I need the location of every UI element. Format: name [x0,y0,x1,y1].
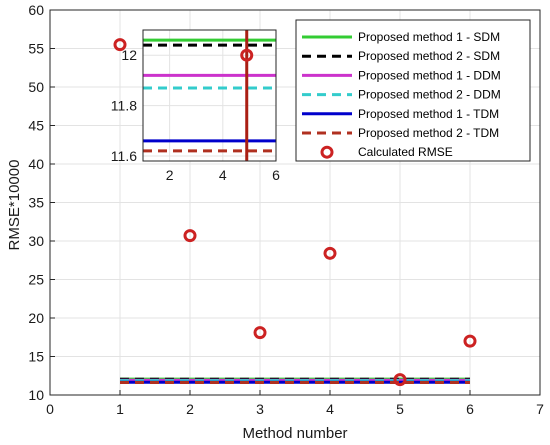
inset-rmse-point [240,48,254,62]
plot-frame [49,9,541,396]
inset-y-tick-label: 11.8 [111,98,137,114]
legend-label: Proposed method 1 - DDM [358,68,501,82]
y-tick-labels: 10 15 20 25 30 35 40 45 50 55 60 [28,2,44,403]
x-tick-label: 0 [46,401,54,417]
legend-point-swatch [320,145,334,159]
rmse-point [323,246,337,260]
x-tick-labels: 0 1 2 3 4 5 6 7 [46,401,544,417]
inset-y-tick-label: 12 [121,47,137,63]
rmse-point [393,373,407,387]
legend: Proposed method 1 - SDM Proposed method 2… [295,19,531,162]
y-tick-label: 50 [28,79,44,95]
y-axis-label: RMSE*10000 [6,160,23,251]
rmse-point [113,38,127,52]
y-tick-label: 35 [28,195,44,211]
inset-x-tick-labels: 2 4 6 [166,167,280,183]
y-tick-label: 45 [28,118,44,134]
x-tick-label: 6 [466,401,474,417]
legend-label: Proposed method 2 - TDM [358,126,499,140]
inset-frame [142,29,277,162]
rmse-point [183,229,197,243]
x-tick-label: 1 [116,401,124,417]
inset-background [143,30,276,161]
legend-label: Proposed method 1 - TDM [358,107,499,121]
inset-x-tick-label: 2 [166,167,174,183]
x-tick-label: 5 [396,401,404,417]
data-points [113,38,477,387]
inset-y-tick-label: 11.6 [111,148,137,164]
x-tick-label: 2 [186,401,194,417]
y-tick-label: 15 [28,349,44,365]
inset-y-tick-labels: 11.6 11.8 12 [111,47,137,164]
y-tick-label: 55 [28,41,44,57]
x-axis-label: Method number [242,425,347,442]
rmse-point [253,326,267,340]
y-tick-label: 60 [28,2,44,18]
x-tick-label: 7 [536,401,544,417]
inset-reference-lines [143,38,276,153]
y-tick-label: 40 [28,156,44,172]
y-tick-label: 20 [28,310,44,326]
y-tick-label: 25 [28,272,44,288]
reference-lines [120,377,470,385]
x-tick-label: 4 [326,401,334,417]
legend-items: Proposed method 1 - SDM Proposed method 2… [302,30,501,159]
y-tick-label: 30 [28,233,44,249]
legend-box [295,19,531,162]
inset-x-tick-label: 6 [272,167,280,183]
inset-zoom-plot: 2 4 6 11.6 11.8 12 [111,29,280,183]
legend-label: Proposed method 1 - SDM [358,30,500,44]
legend-label: Proposed method 2 - DDM [358,88,501,102]
x-tick-label: 3 [256,401,264,417]
legend-label: Proposed method 2 - SDM [358,49,500,63]
legend-label: Calculated RMSE [358,145,453,159]
inset-x-tick-label: 4 [219,167,227,183]
inset-marks [240,30,254,161]
rmse-point [463,334,477,348]
y-tick-label: 10 [28,387,44,403]
